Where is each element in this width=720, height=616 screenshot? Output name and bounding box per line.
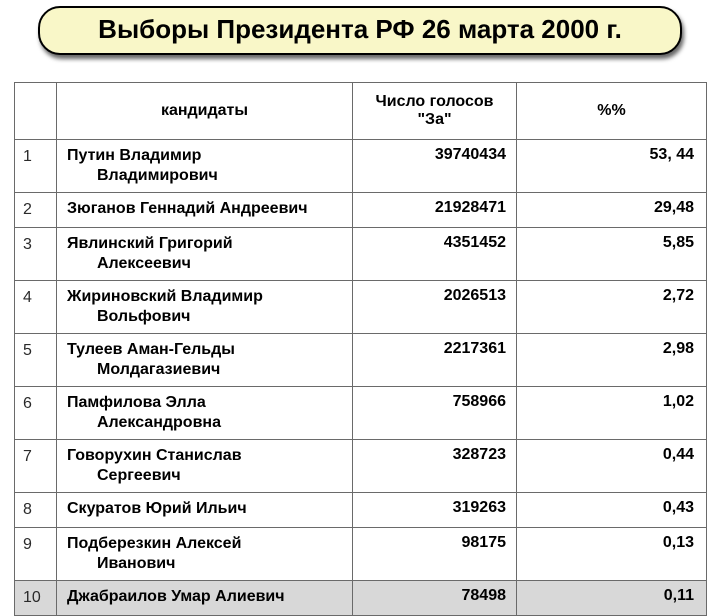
cell-candidate: Памфилова Элла Александровна bbox=[57, 387, 353, 440]
table-row: 3 Явлинский Григорий Алексеевич 4351452 … bbox=[15, 228, 707, 281]
candidate-line2: Владимирович bbox=[67, 166, 346, 186]
candidate-line1: Жириновский Владимир bbox=[67, 288, 263, 305]
table-header-row: кандидаты Число голосов "За" %% bbox=[15, 83, 707, 140]
candidate-line2: Александровна bbox=[67, 413, 346, 433]
cell-candidate: Джабраилов Умар Алиевич bbox=[57, 581, 353, 616]
table-row: 9 Подберезкин Алексей Иванович 98175 0,1… bbox=[15, 528, 707, 581]
cell-percent: 29,48 bbox=[517, 193, 707, 228]
candidate-line2: Алексеевич bbox=[67, 254, 346, 274]
cell-num: 3 bbox=[15, 228, 57, 281]
cell-percent: 0,11 bbox=[517, 581, 707, 616]
candidate-line2: Сергеевич bbox=[67, 466, 346, 486]
table-row: 4 Жириновский Владимир Вольфович 2026513… bbox=[15, 281, 707, 334]
candidate-line2: Иванович bbox=[67, 554, 346, 574]
table-row: 7 Говорухин Станислав Сергеевич 328723 0… bbox=[15, 440, 707, 493]
cell-num: 2 bbox=[15, 193, 57, 228]
cell-votes: 39740434 bbox=[353, 140, 517, 193]
cell-candidate: Зюганов Геннадий Андреевич bbox=[57, 193, 353, 228]
cell-num: 7 bbox=[15, 440, 57, 493]
cell-percent: 0,43 bbox=[517, 493, 707, 528]
results-table: кандидаты Число голосов "За" %% 1 Путин … bbox=[14, 82, 707, 616]
cell-candidate: Явлинский Григорий Алексеевич bbox=[57, 228, 353, 281]
cell-percent: 2,72 bbox=[517, 281, 707, 334]
cell-num: 10 bbox=[15, 581, 57, 616]
candidate-line1: Зюганов Геннадий Андреевич bbox=[67, 200, 308, 217]
cell-percent: 0,44 bbox=[517, 440, 707, 493]
candidate-line1: Тулеев Аман-Гельды bbox=[67, 341, 235, 358]
table-row: 6 Памфилова Элла Александровна 758966 1,… bbox=[15, 387, 707, 440]
cell-num: 5 bbox=[15, 334, 57, 387]
cell-num: 9 bbox=[15, 528, 57, 581]
cell-percent: 0,13 bbox=[517, 528, 707, 581]
table-row: 2 Зюганов Геннадий Андреевич 21928471 29… bbox=[15, 193, 707, 228]
table-row: 1 Путин Владимир Владимирович 39740434 5… bbox=[15, 140, 707, 193]
cell-candidate: Скуратов Юрий Ильич bbox=[57, 493, 353, 528]
cell-candidate: Жириновский Владимир Вольфович bbox=[57, 281, 353, 334]
cell-candidate: Тулеев Аман-Гельды Молдагазиевич bbox=[57, 334, 353, 387]
cell-votes: 2217361 bbox=[353, 334, 517, 387]
cell-num: 4 bbox=[15, 281, 57, 334]
cell-percent: 2,98 bbox=[517, 334, 707, 387]
candidate-line1: Подберезкин Алексей bbox=[67, 535, 241, 552]
cell-votes: 328723 bbox=[353, 440, 517, 493]
cell-candidate: Говорухин Станислав Сергеевич bbox=[57, 440, 353, 493]
col-header-percent: %% bbox=[517, 83, 707, 140]
results-table-container: кандидаты Число голосов "За" %% 1 Путин … bbox=[14, 82, 706, 616]
cell-num: 6 bbox=[15, 387, 57, 440]
col-header-num bbox=[15, 83, 57, 140]
candidate-line1: Памфилова Элла bbox=[67, 394, 206, 411]
table-row: 10 Джабраилов Умар Алиевич 78498 0,11 bbox=[15, 581, 707, 616]
candidate-line2: Молдагазиевич bbox=[67, 360, 346, 380]
candidate-line1: Говорухин Станислав bbox=[67, 447, 242, 464]
cell-votes: 78498 bbox=[353, 581, 517, 616]
cell-votes: 758966 bbox=[353, 387, 517, 440]
cell-votes: 319263 bbox=[353, 493, 517, 528]
candidate-line1: Скуратов Юрий Ильич bbox=[67, 500, 247, 517]
cell-candidate: Путин Владимир Владимирович bbox=[57, 140, 353, 193]
table-row: 5 Тулеев Аман-Гельды Молдагазиевич 22173… bbox=[15, 334, 707, 387]
cell-percent: 5,85 bbox=[517, 228, 707, 281]
col-header-candidates: кандидаты bbox=[57, 83, 353, 140]
cell-percent: 53, 44 bbox=[517, 140, 707, 193]
cell-votes: 98175 bbox=[353, 528, 517, 581]
cell-votes: 21928471 bbox=[353, 193, 517, 228]
candidate-line1: Джабраилов Умар Алиевич bbox=[67, 588, 285, 605]
cell-votes: 4351452 bbox=[353, 228, 517, 281]
cell-num: 8 bbox=[15, 493, 57, 528]
table-row: 8 Скуратов Юрий Ильич 319263 0,43 bbox=[15, 493, 707, 528]
candidate-line1: Явлинский Григорий bbox=[67, 235, 233, 252]
cell-candidate: Подберезкин Алексей Иванович bbox=[57, 528, 353, 581]
page-title: Выборы Президента РФ 26 марта 2000 г. bbox=[38, 6, 682, 55]
col-header-votes: Число голосов "За" bbox=[353, 83, 517, 140]
candidate-line1: Путин Владимир bbox=[67, 147, 201, 164]
cell-percent: 1,02 bbox=[517, 387, 707, 440]
cell-num: 1 bbox=[15, 140, 57, 193]
table-body: 1 Путин Владимир Владимирович 39740434 5… bbox=[15, 140, 707, 616]
cell-votes: 2026513 bbox=[353, 281, 517, 334]
candidate-line2: Вольфович bbox=[67, 307, 346, 327]
